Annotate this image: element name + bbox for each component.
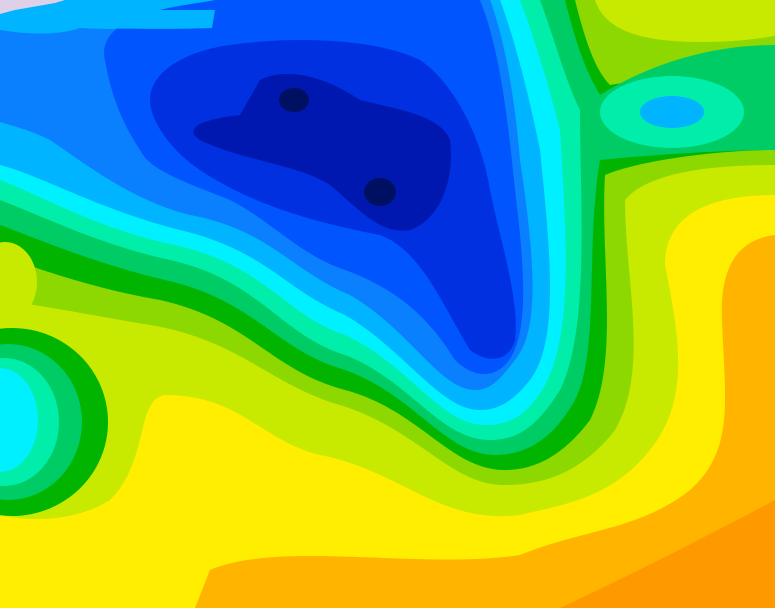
right-low-blob-core — [640, 96, 704, 128]
minimum-core-1 — [279, 88, 309, 112]
minimum-core-2 — [364, 178, 396, 206]
left-high-blob — [0, 242, 37, 322]
top-left-no-data-patch — [0, 0, 65, 14]
left-low-core-cyan — [0, 368, 38, 472]
top-low-blob — [416, 0, 448, 26]
level-dark-orange — [560, 500, 775, 608]
top-left-sky-patch — [0, 10, 215, 32]
